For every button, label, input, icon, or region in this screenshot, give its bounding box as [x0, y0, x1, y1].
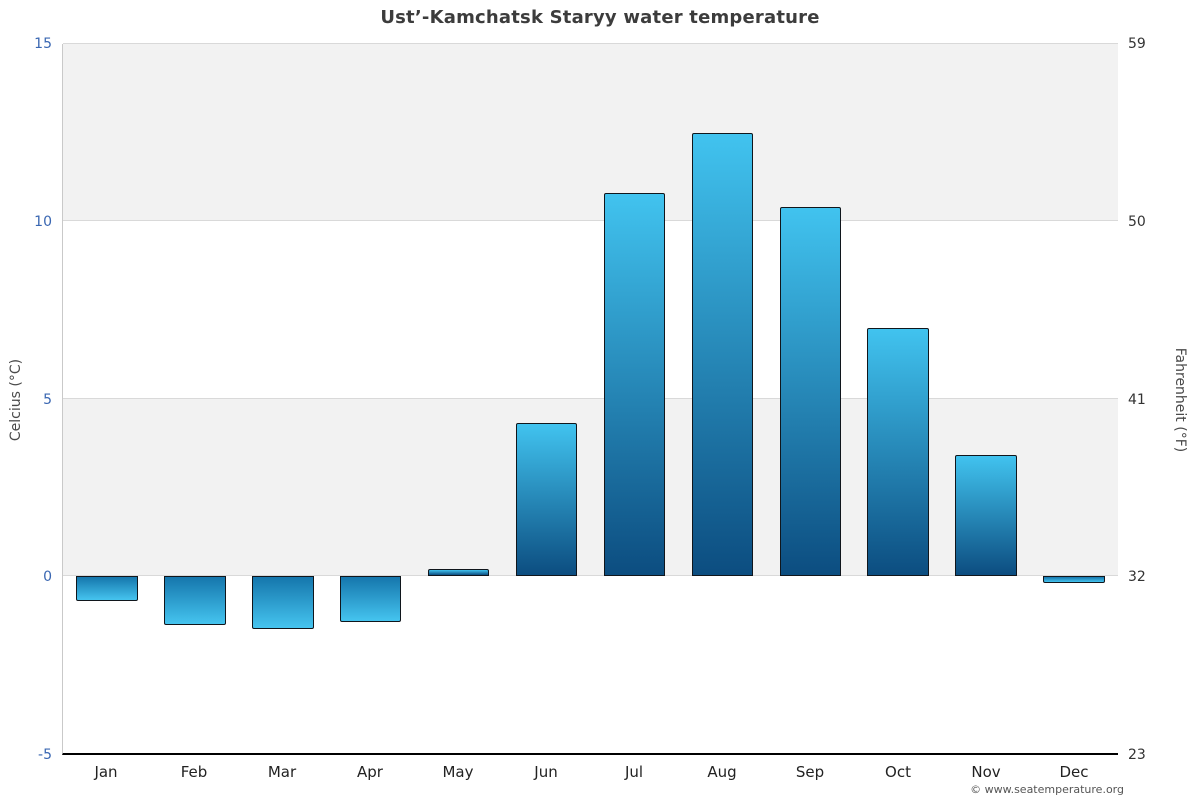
ytick-fahrenheit-23: 23 [1128, 747, 1146, 763]
xtick-jan: Jan [94, 763, 118, 781]
xtick-aug: Aug [707, 763, 737, 781]
bar-jan [76, 575, 138, 601]
bar-sep [779, 207, 842, 576]
xtick-oct: Oct [885, 763, 911, 781]
copyright-text: © www.seatemperature.org [970, 783, 1124, 796]
gridline-15 [63, 43, 1118, 44]
bar-mar [252, 575, 314, 629]
ytick-celsius-5: 5 [43, 391, 52, 408]
bar-aug [691, 132, 754, 576]
ytick-fahrenheit-59: 59 [1128, 36, 1146, 52]
ytick-fahrenheit-50: 50 [1128, 213, 1146, 230]
gridline-5 [63, 397, 1118, 399]
bar-jul [603, 192, 666, 576]
xtick-apr: Apr [357, 763, 383, 781]
xtick-mar: Mar [267, 763, 297, 781]
xtick-jul: Jul [624, 763, 644, 781]
gridline-10 [63, 220, 1118, 222]
xtick-jun: Jun [534, 763, 558, 781]
plot-band [63, 44, 1118, 222]
bar-jun [515, 423, 578, 576]
xtick-feb: Feb [180, 763, 208, 781]
bar-apr [339, 575, 402, 622]
bar-nov [955, 455, 1017, 576]
xtick-nov: Nov [971, 763, 1001, 781]
plot-band [63, 398, 1118, 576]
ytick-celsius--5: -5 [38, 747, 52, 763]
xtick-dec: Dec [1059, 763, 1089, 781]
ytick-fahrenheit-41: 41 [1128, 391, 1146, 408]
ytick-celsius-10: 10 [34, 213, 52, 230]
ytick-celsius-15: 15 [34, 36, 52, 52]
bar-oct [867, 327, 929, 576]
ytick-fahrenheit-32: 32 [1128, 569, 1146, 586]
ytick-celsius-0: 0 [43, 569, 52, 586]
chart-title: Ust’-Kamchatsk Staryy water temperature [380, 7, 820, 28]
bar-dec [1043, 575, 1105, 583]
bar-may [427, 568, 490, 576]
xtick-may: May [442, 763, 474, 781]
bar-feb [164, 575, 226, 626]
gridline-0 [63, 574, 1118, 576]
xtick-sep: Sep [795, 763, 825, 781]
plot-area [62, 43, 1118, 755]
